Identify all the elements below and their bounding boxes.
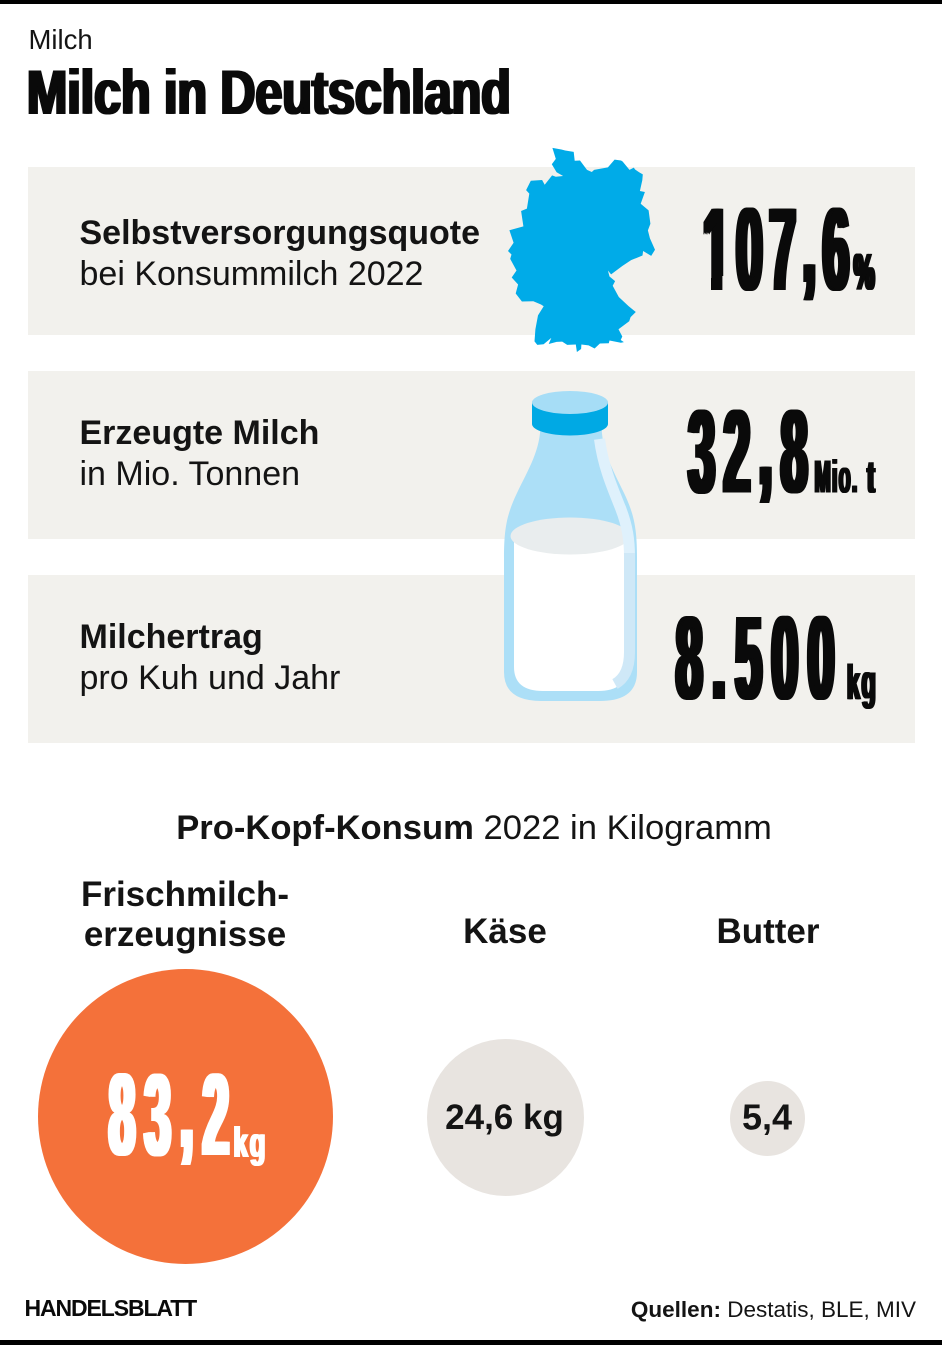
svg-text:107,6: 107,6 xyxy=(702,177,855,316)
svg-text:Milch in Deutschland: Milch in Deutschland xyxy=(25,57,509,128)
svg-text:t: t xyxy=(868,450,875,503)
svg-text:8.500: 8.500 xyxy=(675,593,843,726)
svg-text:kg: kg xyxy=(232,1118,266,1167)
svg-text:kg: kg xyxy=(847,656,878,711)
svg-text:8.500: 8.500 xyxy=(679,593,847,726)
svg-text:32,8: 32,8 xyxy=(687,378,815,519)
svg-text:32,8: 32,8 xyxy=(688,378,816,519)
svg-text:107,6: 107,6 xyxy=(703,177,856,316)
svg-text:Milch in Deutschland: Milch in Deutschland xyxy=(29,57,513,128)
svg-text:8.500: 8.500 xyxy=(677,593,845,726)
svg-text:Mio.: Mio. xyxy=(813,451,857,503)
svg-text:24,6 kg: 24,6 kg xyxy=(445,1098,564,1137)
svg-text:kg: kg xyxy=(234,1118,268,1167)
svg-text:8.500: 8.500 xyxy=(673,593,841,726)
svg-text:%: % xyxy=(852,242,873,301)
svg-text:t: t xyxy=(869,450,876,503)
svg-text:kg: kg xyxy=(846,656,877,711)
svg-text:kg: kg xyxy=(235,1118,269,1167)
svg-text:%: % xyxy=(854,242,875,301)
svg-text:32,8: 32,8 xyxy=(690,378,818,519)
svg-text:t: t xyxy=(866,450,873,503)
svg-text:32,8: 32,8 xyxy=(686,378,814,519)
svg-text:83,2: 83,2 xyxy=(106,1041,235,1180)
svg-text:32,8: 32,8 xyxy=(691,378,819,519)
svg-text:107,6: 107,6 xyxy=(700,177,853,316)
svg-text:Mio.: Mio. xyxy=(816,451,860,503)
svg-text:8.500: 8.500 xyxy=(676,593,844,726)
svg-text:83,2: 83,2 xyxy=(112,1041,241,1180)
svg-text:83,2: 83,2 xyxy=(110,1041,239,1180)
svg-text:107,6: 107,6 xyxy=(706,177,859,316)
svg-text:Mio.: Mio. xyxy=(815,451,859,503)
svg-text:5,4: 5,4 xyxy=(742,1097,792,1138)
svg-text:Milch in Deutschland: Milch in Deutschland xyxy=(27,57,511,128)
svg-text:107,6: 107,6 xyxy=(704,177,857,316)
svg-text:kg: kg xyxy=(848,656,879,711)
svg-text:%: % xyxy=(855,242,876,301)
svg-text:83,2: 83,2 xyxy=(108,1041,237,1180)
svg-text:83,2: 83,2 xyxy=(109,1041,238,1180)
